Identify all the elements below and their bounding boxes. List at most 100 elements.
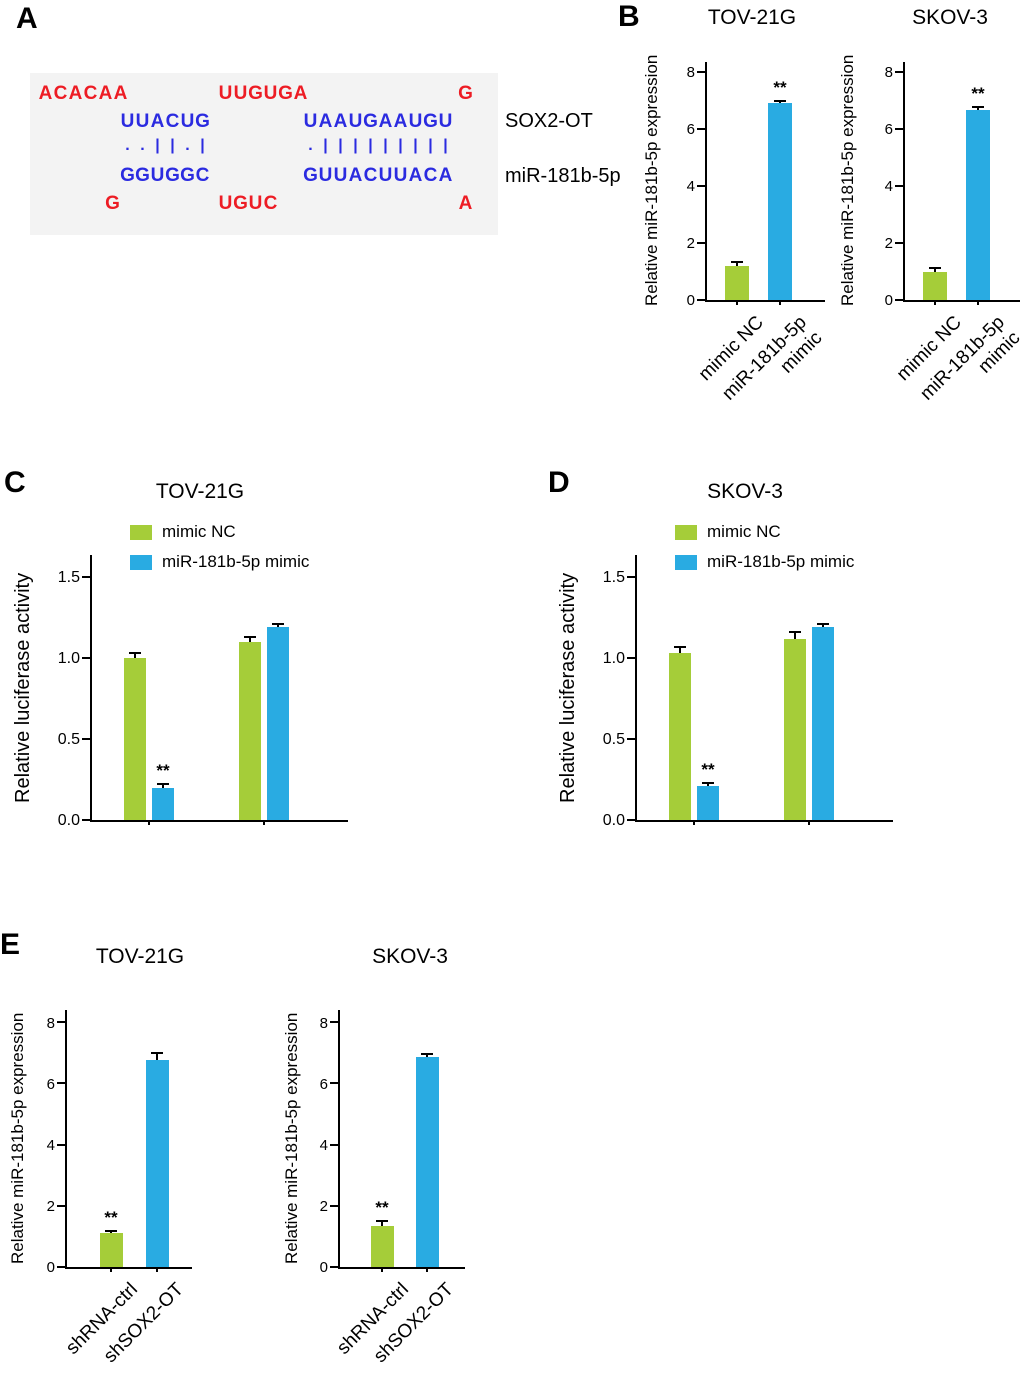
plot-area: 0.0 0.5 1.0 1.5 ** (603, 555, 893, 829)
sequence-segment: G (105, 193, 120, 215)
significance-stars: ** (773, 77, 787, 97)
error-bar (977, 107, 979, 111)
bar-blue (812, 627, 834, 820)
error-bar-cap (157, 783, 169, 786)
sequence-char: A (378, 111, 393, 132)
error-bar-cap (731, 260, 743, 263)
sequence-char: G (233, 193, 248, 214)
y-tick-mark (57, 1204, 65, 1207)
sequence-char: U (303, 111, 318, 132)
error-bar (794, 632, 796, 639)
chart-title: TOV-21G (707, 6, 797, 29)
bar-blue (966, 110, 990, 300)
sequence-char: U (120, 111, 135, 132)
sequence-char: A (348, 165, 363, 186)
plot-area: 0 2 4 6 8 ** shRNA-ctrl shSOX2-OT (320, 1010, 465, 1367)
error-bar-cap (702, 781, 714, 784)
sequence-char: . (140, 137, 145, 154)
y-tick-mark (697, 185, 705, 187)
error-bar-cap (105, 1229, 117, 1232)
error-bar-cap (129, 652, 141, 655)
sox2ot-sequence-label: SOX2-OT (505, 110, 593, 132)
y-tick-mark (697, 71, 705, 73)
error-bar (110, 1230, 112, 1234)
legend-label: mimic NC (707, 522, 781, 541)
y-tick-mark (895, 242, 903, 244)
y-tick-label: 4 (686, 178, 695, 196)
bar-green (725, 265, 749, 300)
legend-label: mimic NC (162, 522, 236, 541)
sequence-char: U (348, 111, 363, 132)
bar-green (370, 1225, 394, 1267)
y-tick-label: 2 (884, 235, 893, 253)
sequence-char: G (458, 83, 473, 104)
sequence-char: U (333, 165, 348, 186)
y-axis-label: Relative miR-181b-5p expression (282, 1012, 301, 1264)
sequence-char: A (333, 111, 348, 132)
y-tick-label: 0.0 (602, 811, 625, 829)
sequence-char: | (413, 137, 418, 154)
y-tick-label: 2 (686, 235, 695, 253)
plot-area: 0.0 0.5 1.0 1.5 ** (58, 555, 348, 829)
x-tick-mark (779, 300, 781, 305)
chart-title: SKOV-3 (707, 480, 783, 503)
error-bar-cap (929, 267, 941, 270)
y-tick-label: 0 (884, 292, 893, 310)
bar-blue (415, 1057, 439, 1267)
x-tick-mark (808, 820, 810, 825)
chart-title: SKOV-3 (912, 6, 988, 29)
y-tick-mark (82, 576, 90, 578)
sequence-char: | (428, 137, 433, 154)
sequence-char: C (263, 193, 278, 214)
y-tick-label: 1.0 (57, 649, 80, 667)
error-bar (156, 1052, 158, 1061)
sequence-char: | (338, 137, 343, 154)
sequence-char: | (368, 137, 373, 154)
y-tick-mark (57, 1082, 65, 1085)
sequence-char: G (303, 165, 318, 186)
y-tick-mark (895, 71, 903, 73)
y-tick-mark (895, 185, 903, 187)
error-bar (934, 268, 936, 272)
bar-blue (152, 787, 174, 820)
y-tick-label: 0.5 (602, 730, 625, 748)
sequence-char: G (165, 165, 180, 186)
bar-green (923, 271, 947, 300)
y-tick-label: 1.5 (602, 568, 625, 586)
error-bar-cap (789, 631, 801, 634)
y-tick-label: 8 (46, 1014, 55, 1032)
error-bar-cap (972, 106, 984, 109)
x-tick-mark (426, 1267, 428, 1272)
panel-a-label: A (16, 2, 38, 35)
chart-b-skov3: SKOV-3 Relative miR-181b-5p expression 0 2 4… (830, 0, 1020, 432)
sequence-char: | (398, 137, 403, 154)
plot-area: 0 2 4 6 8 ** shRNA-ctrl shSOX2-OT (47, 1010, 192, 1367)
y-tick-mark (330, 1021, 338, 1024)
bar-blue (768, 103, 792, 300)
sequence-char: C (195, 165, 210, 186)
sequence-char: . (185, 137, 190, 154)
sequence-char: A (98, 83, 113, 104)
legend-swatch-green (675, 525, 697, 540)
y-tick-label: 2 (319, 1198, 328, 1216)
sequence-char: A (150, 111, 165, 132)
bar-green (239, 641, 261, 820)
significance-stars: ** (971, 84, 985, 104)
sequence-char: G (180, 165, 195, 186)
sequence-char: C (363, 165, 378, 186)
error-bar-cap (421, 1053, 433, 1056)
y-tick-mark (57, 1266, 65, 1268)
sequence-alignment: A C A C A A U U G U G A G U U A C U G U A A U G A A U G U.. | |. |. | | | |… (30, 73, 498, 235)
error-bar-cap (272, 622, 284, 625)
sequence-char: A (293, 83, 308, 104)
y-tick-label: 0.5 (57, 730, 80, 748)
sequence-char: | (443, 137, 448, 154)
error-bar (822, 624, 824, 628)
panel-e-label: E (0, 928, 21, 961)
sequence-char: C (165, 111, 180, 132)
sequence-char: C (423, 165, 438, 186)
y-tick-mark (330, 1266, 338, 1268)
chart-title: TOV-21G (155, 480, 245, 503)
